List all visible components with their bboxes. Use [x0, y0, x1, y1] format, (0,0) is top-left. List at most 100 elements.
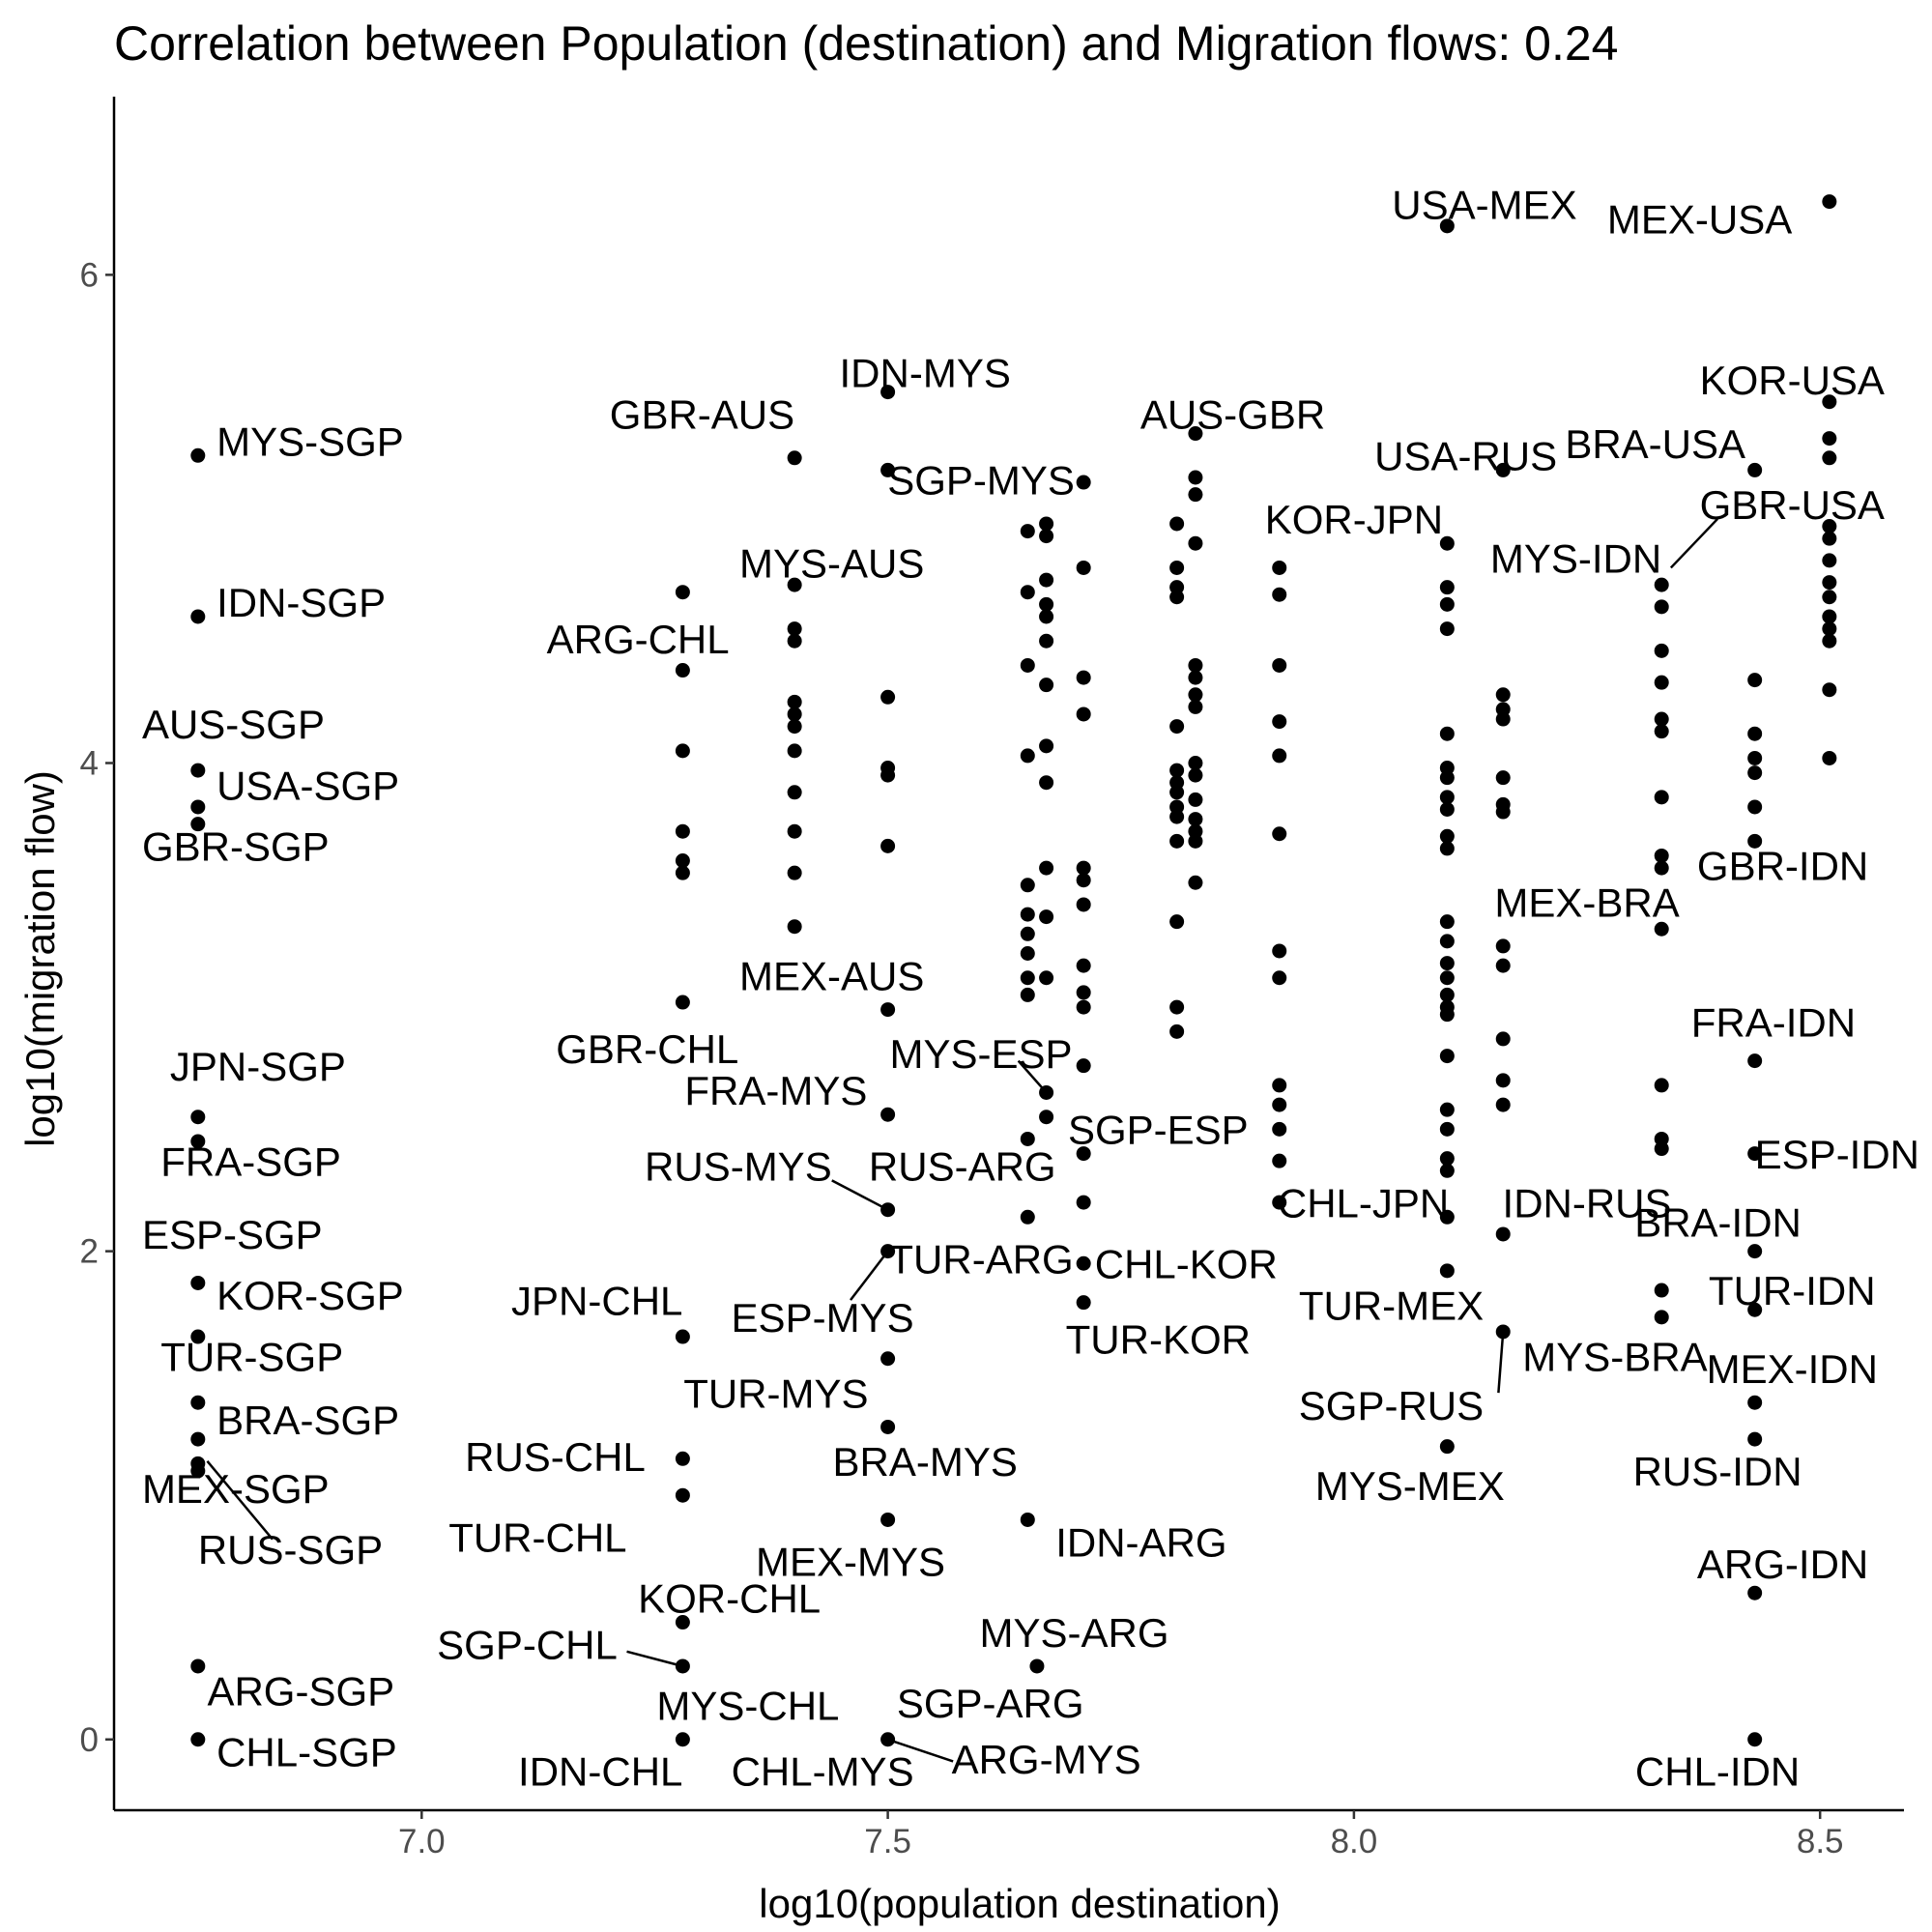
data-point [1822, 682, 1837, 698]
data-point [1039, 529, 1054, 544]
point-label: MYS-CHL [656, 1684, 839, 1729]
point-label: ESP-SGP [142, 1212, 323, 1257]
point-label: IDN-RUS [1503, 1180, 1672, 1226]
data-point [675, 1732, 690, 1747]
data-point [1039, 860, 1054, 876]
data-point [1747, 1244, 1763, 1259]
point-label: IDN-MYS [840, 351, 1011, 396]
data-point [1188, 670, 1203, 685]
data-point [1272, 560, 1287, 575]
point-label: CHL-SGP [216, 1730, 397, 1775]
data-point [1654, 848, 1669, 863]
data-point [675, 995, 690, 1010]
data-point [1495, 958, 1511, 973]
data-point [787, 621, 802, 637]
point-label: RUS-MYS [645, 1143, 832, 1189]
data-point [190, 1658, 206, 1674]
point-label: CHL-MYS [732, 1749, 914, 1795]
data-point [1272, 1153, 1287, 1168]
point-label: MYS-ESP [890, 1031, 1073, 1077]
data-point [1654, 599, 1669, 615]
data-point [1747, 833, 1763, 849]
data-point [1272, 587, 1287, 602]
data-point [675, 1487, 690, 1503]
data-point [1747, 462, 1763, 477]
data-point [675, 1658, 690, 1674]
point-label: SGP-CHL [437, 1622, 618, 1667]
data-point [190, 1110, 206, 1125]
point-label: BRA-MYS [833, 1439, 1018, 1485]
data-point [880, 1419, 896, 1434]
point-label: AUS-SGP [142, 702, 325, 747]
data-point [675, 1329, 690, 1344]
point-label: ARG-SGP [207, 1668, 394, 1714]
data-point [1020, 1131, 1035, 1146]
point-label: MYS-AUS [739, 541, 924, 587]
data-point [675, 823, 690, 839]
point-label: MEX-BRA [1494, 880, 1679, 926]
data-point [880, 1512, 896, 1527]
data-point [787, 865, 802, 880]
point-label: MYS-IDN [1490, 536, 1661, 582]
data-point [1495, 938, 1511, 954]
data-point [1039, 909, 1054, 925]
data-point [1020, 987, 1035, 1002]
point-label: KOR-SGP [216, 1273, 404, 1318]
label-connector [887, 1738, 954, 1763]
point-label: TUR-ARG [888, 1236, 1073, 1282]
point-label: BRA-IDN [1634, 1199, 1802, 1245]
point-label: JPN-SGP [170, 1044, 346, 1089]
data-point [1439, 828, 1455, 844]
point-label: IDN-CHL [518, 1749, 682, 1795]
data-point [1076, 985, 1091, 1000]
data-point [1272, 943, 1287, 959]
data-point [1654, 724, 1669, 739]
x-axis-title: log10(population destination) [759, 1881, 1280, 1926]
point-label: GBR-IDN [1697, 844, 1868, 889]
data-point [1039, 1110, 1054, 1125]
point-label: IDN-SGP [216, 580, 386, 625]
data-point [1076, 1058, 1091, 1074]
data-point [1188, 657, 1203, 673]
data-point [1076, 475, 1091, 490]
point-label: ARG-IDN [1697, 1542, 1868, 1587]
data-point [1169, 999, 1185, 1015]
data-point [1439, 1263, 1455, 1279]
data-point [1747, 1732, 1763, 1747]
point-label: TUR-MYS [683, 1370, 868, 1416]
point-label: MEX-AUS [739, 953, 924, 998]
data-point [1076, 560, 1091, 575]
data-point [1169, 560, 1185, 575]
data-point [787, 743, 802, 759]
label-connector [831, 1179, 889, 1211]
data-point [1747, 1146, 1763, 1162]
point-label: GBR-SGP [142, 824, 330, 870]
data-point [880, 462, 896, 477]
point-label: RUS-ARG [869, 1143, 1056, 1189]
data-point [1439, 1439, 1455, 1455]
data-point [1188, 470, 1203, 485]
point-label: JPN-CHL [511, 1278, 682, 1323]
data-point [1747, 1431, 1763, 1447]
axes: 7.0 7.5 8.0 8.5 0 2 4 6 [80, 97, 1904, 1860]
data-point [787, 919, 802, 935]
data-point [675, 585, 690, 600]
data-point [675, 853, 690, 869]
point-label: BRA-SGP [216, 1398, 399, 1443]
data-point [880, 1732, 896, 1747]
data-point [787, 577, 802, 592]
data-point [1076, 706, 1091, 722]
point-label: USA-RUS [1374, 433, 1557, 478]
data-point [1076, 860, 1091, 876]
data-point [1272, 748, 1287, 764]
data-point [1169, 719, 1185, 735]
data-point [1495, 1324, 1511, 1340]
data-point [675, 865, 690, 880]
y-tick-label: 4 [80, 745, 99, 783]
point-label: MYS-BRA [1522, 1334, 1707, 1379]
data-point [1169, 1024, 1185, 1039]
data-point [1039, 775, 1054, 791]
data-point [1039, 738, 1054, 754]
data-point [190, 609, 206, 624]
